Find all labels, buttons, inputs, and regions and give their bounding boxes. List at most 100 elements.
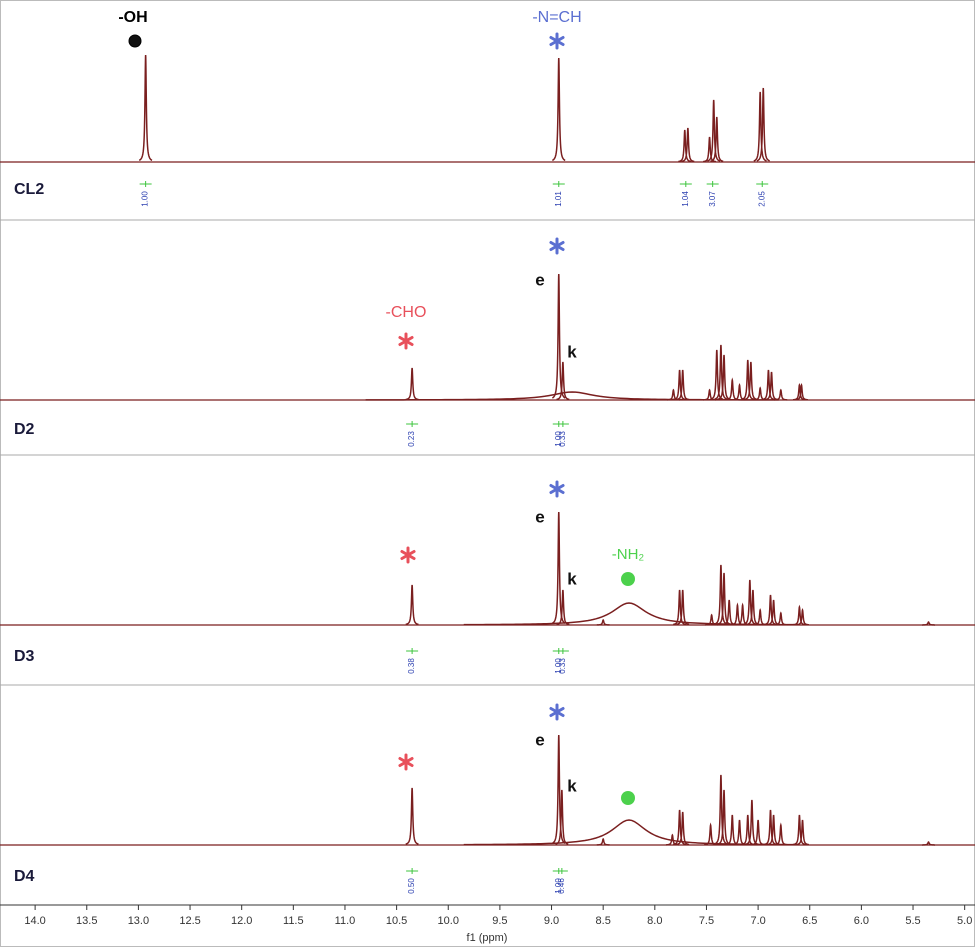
peak — [733, 382, 746, 401]
peak-annotation: k — [567, 569, 577, 588]
x-tick-label: 8.0 — [647, 915, 662, 927]
peak — [774, 611, 788, 626]
spectrum-label: CL2 — [14, 181, 44, 198]
asterisk-marker — [398, 336, 414, 346]
x-tick-label: 8.5 — [596, 915, 611, 927]
x-tick-label: 11.0 — [335, 915, 356, 927]
peak — [551, 273, 566, 399]
dot-marker — [621, 791, 635, 805]
peak — [676, 811, 690, 846]
peak — [744, 361, 758, 401]
peak — [405, 367, 419, 401]
peak-annotation: -N=CH — [532, 9, 581, 26]
integral-value: 1.00 — [554, 658, 563, 674]
peak — [774, 822, 788, 846]
asterisk-marker — [400, 550, 416, 560]
peak — [922, 841, 935, 846]
peak — [705, 613, 719, 626]
integral-value: 1.04 — [681, 191, 690, 207]
peak — [795, 819, 810, 846]
peak — [405, 584, 419, 626]
peak-annotation: e — [535, 270, 544, 289]
integral-value: 3.07 — [708, 191, 717, 207]
x-tick-label: 11.5 — [283, 915, 304, 927]
peak — [756, 87, 770, 162]
peak — [556, 361, 570, 401]
x-tick-label: 9.5 — [492, 915, 507, 927]
integral-value: 1.01 — [554, 191, 563, 207]
asterisk-marker — [549, 241, 565, 251]
peak-annotation: k — [567, 342, 577, 361]
peak — [673, 369, 687, 401]
x-tick-label: 5.0 — [957, 915, 972, 927]
x-tick-label: 5.5 — [905, 915, 920, 927]
peak — [717, 572, 731, 625]
peak — [551, 511, 566, 624]
integral-value: 0.50 — [407, 878, 416, 894]
peak — [703, 388, 717, 401]
integral-value: 1.00 — [554, 878, 563, 894]
peak — [796, 607, 809, 626]
peak — [751, 819, 765, 846]
peak — [596, 837, 610, 846]
peak — [365, 391, 779, 401]
peak — [761, 369, 775, 401]
x-tick-label: 7.5 — [699, 915, 714, 927]
peak — [673, 589, 687, 626]
peak — [138, 54, 153, 162]
x-tick-label: 9.0 — [544, 915, 559, 927]
peak — [673, 809, 687, 846]
peak — [707, 99, 721, 162]
peak — [710, 349, 724, 400]
integral-value: 1.00 — [554, 431, 563, 447]
asterisk-marker — [549, 36, 565, 46]
peak — [792, 814, 806, 846]
spectrum-label: D2 — [14, 421, 35, 438]
peak — [753, 91, 767, 162]
x-tick-label: 13.5 — [76, 915, 97, 927]
x-tick-label: 14.0 — [24, 915, 45, 927]
peak — [463, 819, 795, 846]
x-tick-label: 7.0 — [750, 915, 765, 927]
peak — [678, 129, 692, 163]
peak — [714, 344, 728, 400]
peak — [730, 602, 744, 626]
peak — [552, 57, 566, 162]
integral-value: 0.33 — [558, 431, 567, 447]
peak — [676, 589, 690, 626]
peak-annotation: -CHO — [386, 304, 427, 321]
x-tick-label: 12.5 — [179, 915, 200, 927]
peak-annotation: -NH₂ — [612, 546, 645, 563]
peak — [551, 734, 566, 844]
x-tick-label: 6.5 — [802, 915, 817, 927]
peak-annotation: -OH — [118, 9, 147, 26]
spectrum-label: D3 — [14, 648, 35, 665]
dot-marker — [128, 34, 142, 48]
asterisk-marker — [549, 707, 565, 717]
integral-value: 0.38 — [407, 658, 416, 674]
integral-value: 2.05 — [757, 191, 766, 207]
spectrum-label: D4 — [14, 868, 35, 885]
x-tick-label: 10.5 — [386, 915, 407, 927]
peak-annotation: e — [535, 507, 544, 526]
peak — [714, 774, 728, 845]
peak — [743, 579, 757, 626]
x-tick-label: 13.0 — [128, 915, 149, 927]
peak — [676, 369, 690, 401]
asterisk-marker — [549, 484, 565, 494]
peak — [795, 382, 808, 401]
integral-value: 1.00 — [141, 191, 150, 207]
peak — [710, 116, 724, 163]
peak — [774, 388, 788, 401]
integral-value: 0.46 — [557, 878, 566, 894]
peak-annotation: e — [535, 730, 544, 749]
peak — [681, 127, 695, 163]
integral-value: 0.23 — [407, 431, 416, 447]
peak — [703, 136, 717, 163]
peak — [405, 787, 419, 845]
asterisk-marker — [398, 757, 414, 767]
peak — [763, 594, 778, 626]
x-axis-label: f1 (ppm) — [467, 932, 508, 944]
peak — [763, 809, 778, 846]
peak — [922, 621, 935, 626]
